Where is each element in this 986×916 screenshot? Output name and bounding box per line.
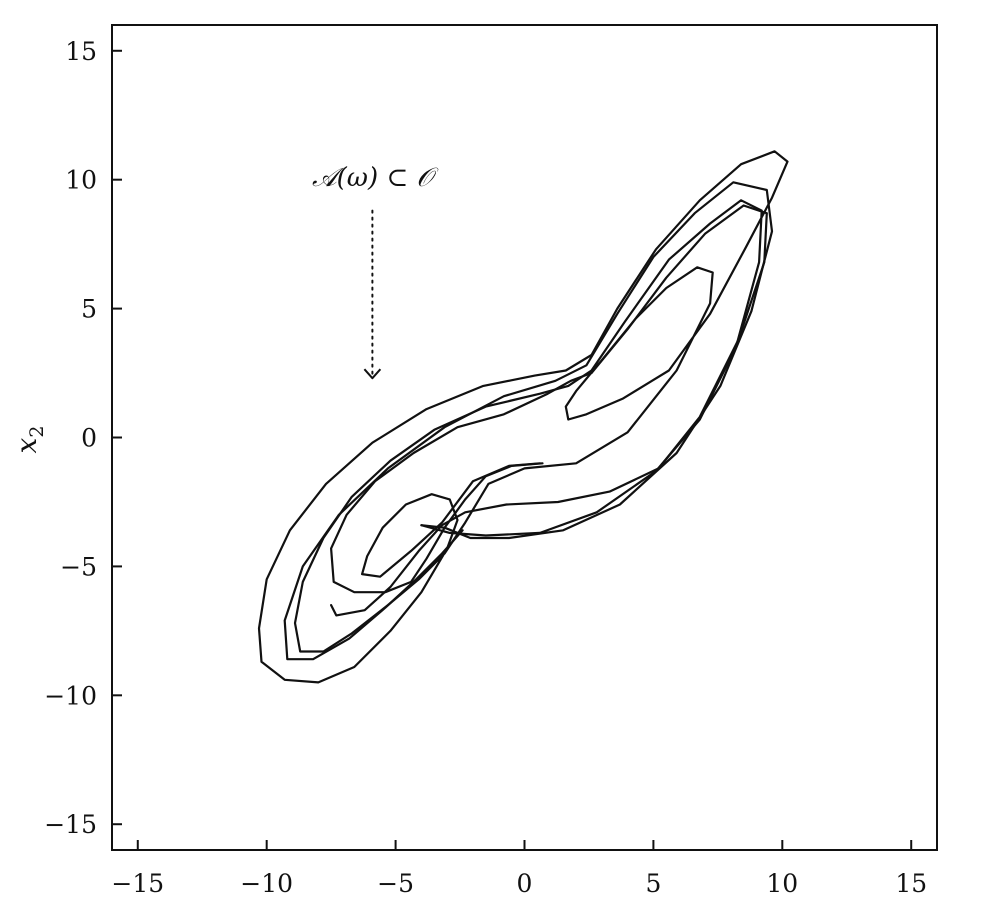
y-tick-label: 15 [65, 37, 97, 66]
x-tick-label: −10 [240, 869, 293, 898]
annotation-arrow-head [363, 368, 382, 380]
y-axis-label: x2 [10, 426, 48, 454]
trajectory-group [257, 150, 789, 684]
y-axis-label-main: x [10, 437, 43, 453]
trajectory-segment-1 [330, 204, 768, 617]
y-tick-label: 10 [65, 166, 97, 195]
trajectory-segment-3 [283, 181, 774, 661]
y-tick-label: −10 [44, 681, 97, 710]
trajectory-segment-2 [257, 150, 789, 684]
y-axis: −15 −10 −5 0 5 10 15 [44, 37, 122, 839]
x-axis: −15 −10 −5 0 5 10 15 [111, 840, 927, 898]
y-tick-label: −15 [44, 810, 97, 839]
y-tick-label: 0 [81, 424, 97, 453]
annotation-group: 𝒜(ω) ⊂ 𝒪 [312, 163, 439, 380]
y-tick-label: −5 [60, 552, 97, 581]
x-tick-label: −15 [111, 869, 164, 898]
y-tick-label: 5 [81, 295, 97, 324]
x-tick-label: 5 [645, 869, 661, 898]
plot-frame [111, 24, 938, 851]
x-tick-label: −5 [377, 869, 414, 898]
x-tick-label: 10 [766, 869, 798, 898]
y-axis-label-subscript: 2 [26, 426, 48, 438]
annotation-label: 𝒜(ω) ⊂ 𝒪 [312, 163, 439, 193]
x-tick-label: 15 [895, 869, 927, 898]
x-tick-label: 0 [517, 869, 533, 898]
